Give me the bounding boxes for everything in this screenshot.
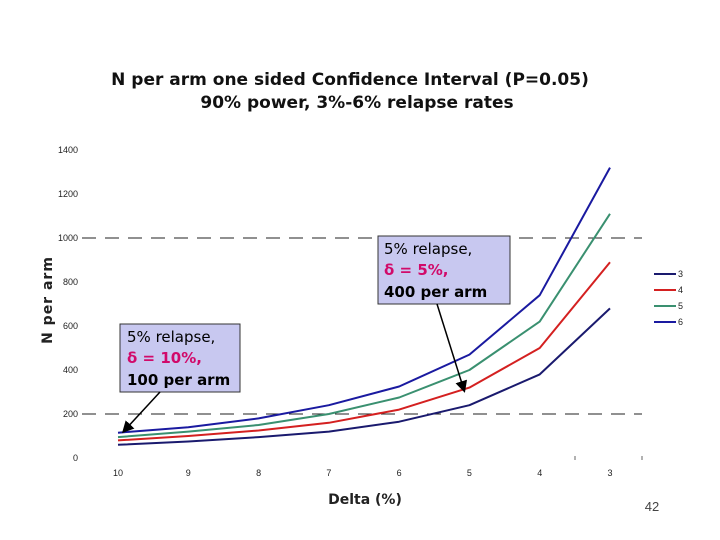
x-tick-label: 6 (397, 468, 402, 478)
x-tick-label: 3 (607, 468, 612, 478)
chart-title-line-1: N per arm one sided Confidence Interval … (111, 70, 589, 90)
legend-label-5: 5 (678, 301, 683, 311)
x-tick-label: 7 (326, 468, 331, 478)
callout-delta-10: 5% relapse, δ = 10%, 100 per arm (119, 323, 241, 434)
callout-delta-10-line-2: δ = 10%, (127, 349, 202, 367)
x-tick-label: 4 (537, 468, 542, 478)
legend-label-3: 3 (678, 269, 683, 279)
y-tick-label: 1200 (58, 189, 78, 199)
callout-delta-5-line-1: 5% relapse, (384, 240, 472, 258)
y-tick-labels: 0 200 400 600 800 1000 1200 1400 (58, 145, 78, 463)
x-tick-label: 9 (186, 468, 191, 478)
chart-title-line-2: 90% power, 3%-6% relapse rates (200, 93, 513, 113)
callout-delta-10-arrow (121, 391, 161, 434)
callout-delta-5: 5% relapse, δ = 5%, 400 per arm (377, 235, 511, 393)
callout-delta-5-arrow (436, 303, 468, 393)
series-line-4 (117, 261, 611, 442)
callout-delta-5-line-2: δ = 5%, (384, 261, 448, 279)
y-tick-label: 800 (63, 277, 78, 287)
y-tick-label: 1400 (58, 145, 78, 155)
x-tick-label: 10 (113, 468, 123, 478)
y-tick-label: 400 (63, 365, 78, 375)
callout-delta-10-line-3: 100 per arm (127, 371, 230, 389)
y-axis-label: N per arm (40, 256, 56, 344)
callout-delta-5-line-3: 400 per arm (384, 283, 487, 301)
series-lines (117, 167, 611, 446)
x-tick-label: 5 (467, 468, 472, 478)
callout-delta-5-box (377, 235, 511, 305)
page-number: 42 (645, 499, 659, 514)
callout-delta-10-line-1: 5% relapse, (127, 328, 215, 346)
y-tick-label: 0 (73, 453, 78, 463)
y-tick-label: 1000 (58, 233, 78, 243)
legend-label-4: 4 (678, 285, 683, 295)
callout-delta-10-box (119, 323, 241, 393)
legend-label-6: 6 (678, 317, 683, 327)
series-line-5 (117, 213, 611, 439)
x-tick-label: 8 (256, 468, 261, 478)
series-line-6 (117, 167, 611, 434)
series-line-3 (117, 307, 611, 446)
reference-lines (82, 237, 642, 415)
x-tick-labels: 10 9 8 7 6 5 4 3 (113, 456, 643, 478)
y-tick-label: 200 (63, 409, 78, 419)
legend: 3 4 5 6 (654, 269, 683, 327)
x-axis-label: Delta (%) (328, 492, 402, 508)
y-tick-label: 600 (63, 321, 78, 331)
